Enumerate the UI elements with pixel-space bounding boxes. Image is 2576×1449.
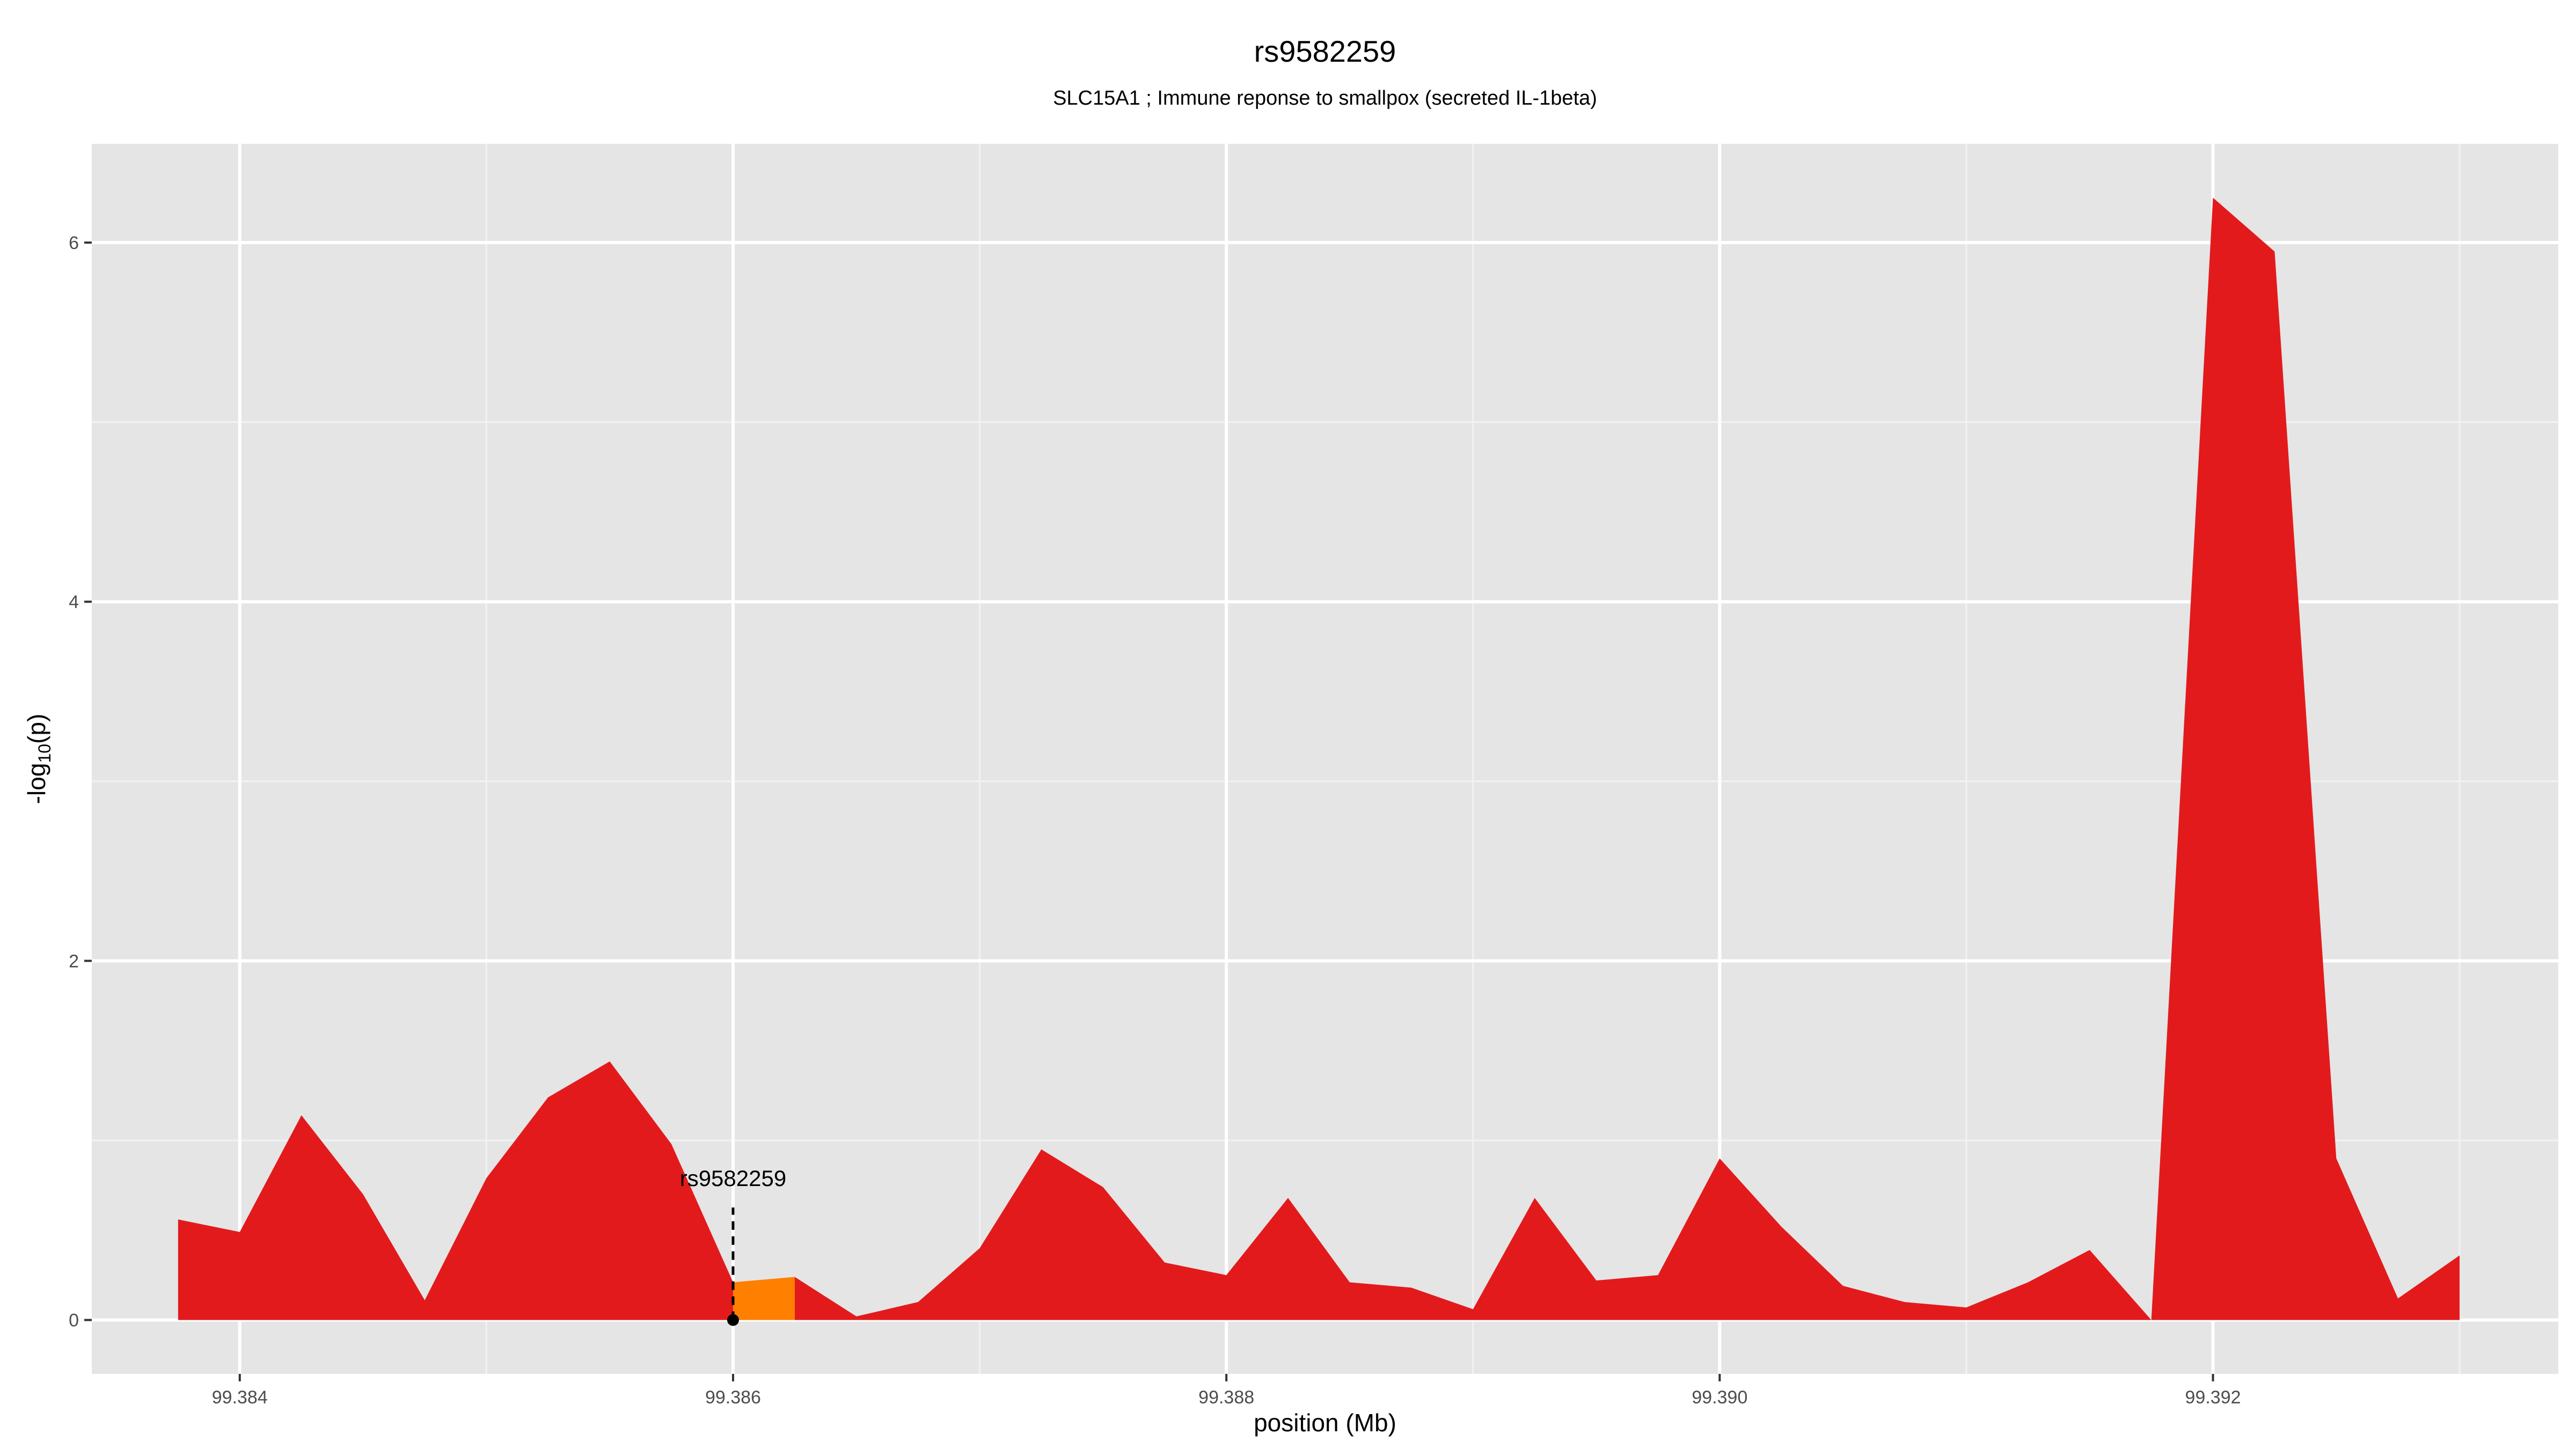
- area-segment: [733, 1277, 795, 1320]
- area-series: [178, 197, 2460, 1320]
- snp-label: rs9582259: [680, 1166, 787, 1191]
- x-axis: 99.384 99.386 99.388 99.390 99.392: [212, 1374, 2241, 1408]
- x-tick-label: 99.392: [2185, 1387, 2241, 1408]
- y-axis-title-suffix: (p): [23, 714, 50, 744]
- x-tick-label: 99.388: [1198, 1387, 1254, 1408]
- grid-minor: [92, 144, 2558, 1374]
- y-axis: 0 2 4 6: [69, 233, 92, 1331]
- x-tick-label: 99.390: [1692, 1387, 1747, 1408]
- y-tick-label: 4: [69, 592, 79, 612]
- y-axis-title-prefix: -log: [23, 763, 50, 804]
- x-axis-title: position (Mb): [1254, 1409, 1396, 1437]
- x-tick-label: 99.386: [705, 1387, 761, 1408]
- y-tick-label: 6: [69, 233, 79, 253]
- y-axis-title: -log10(p): [23, 714, 54, 804]
- chart-title: rs9582259: [1254, 34, 1396, 68]
- y-tick-label: 2: [69, 951, 79, 971]
- snp-marker: rs9582259: [680, 1166, 787, 1326]
- area-segment: [794, 197, 2460, 1320]
- chart-subtitle: SLC15A1 ; Immune reponse to smallpox (se…: [1053, 87, 1597, 109]
- x-tick-label: 99.384: [212, 1387, 268, 1408]
- area-segment: [178, 1061, 733, 1320]
- snp-marker-point: [727, 1314, 739, 1326]
- y-tick-label: 0: [69, 1311, 79, 1331]
- y-axis-title-subscript: 10: [35, 744, 54, 763]
